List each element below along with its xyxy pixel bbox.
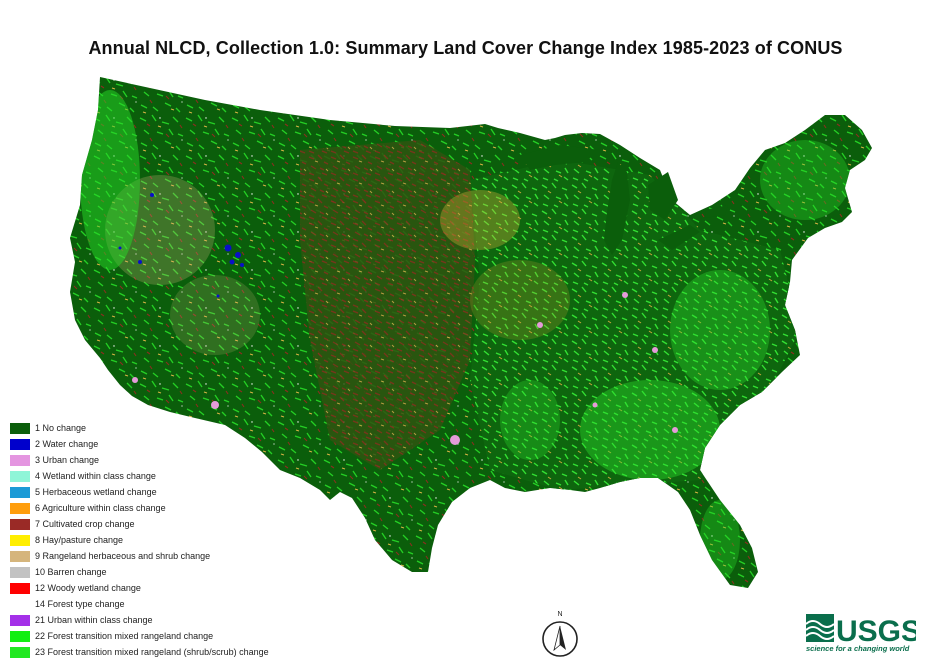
legend-item: 10 Barren change (10, 564, 310, 580)
legend-item: 12 Woody wetland change (10, 580, 310, 596)
lake-michigan (604, 162, 630, 255)
map-title: Annual NLCD, Collection 1.0: Summary Lan… (88, 38, 843, 58)
legend-swatch (10, 438, 30, 450)
legend-item: 23 Forest transition mixed rangeland (sh… (10, 644, 310, 660)
legend-item: 3 Urban change (10, 452, 310, 468)
legend-item: 14 Forest type change (10, 596, 310, 612)
lake-superior (520, 145, 600, 170)
legend-item: 4 Wetland within class change (10, 468, 310, 484)
legend-label: 8 Hay/pasture change (35, 535, 124, 545)
legend-label: 3 Urban change (35, 455, 100, 465)
legend-swatch (10, 518, 30, 530)
usgs-logo: USGS science for a changing world (805, 612, 921, 656)
legend-item: 9 Rangeland herbaceous and shrub change (10, 548, 310, 564)
north-arrow-icon (542, 621, 578, 657)
legend-item: 1 No change (10, 420, 310, 436)
legend-label: 2 Water change (35, 439, 99, 449)
legend-item: 6 Agriculture within class change (10, 500, 310, 516)
legend-label: 23 Forest transition mixed rangeland (sh… (35, 647, 269, 657)
legend-swatch (10, 630, 30, 642)
legend-label: 14 Forest type change (35, 599, 125, 609)
legend-label: 5 Herbaceous wetland change (35, 487, 157, 497)
legend-swatch (10, 582, 30, 594)
legend-swatch (10, 502, 30, 514)
legend-swatch (10, 454, 30, 466)
legend-label: 22 Forest transition mixed rangeland cha… (35, 631, 214, 641)
legend-swatch (10, 566, 30, 578)
legend-swatch (10, 550, 30, 562)
legend-swatch (10, 646, 30, 658)
legend-item: 7 Cultivated crop change (10, 516, 310, 532)
legend-label: 6 Agriculture within class change (35, 503, 166, 513)
north-label: N (557, 611, 563, 618)
legend-item: 22 Forest transition mixed rangeland cha… (10, 628, 310, 644)
legend-item: 5 Herbaceous wetland change (10, 484, 310, 500)
legend-label: 10 Barren change (35, 567, 107, 577)
legend-swatch (10, 470, 30, 482)
legend-label: 12 Woody wetland change (35, 583, 141, 593)
map-legend: 1 No change 2 Water change 3 Urban chang… (10, 420, 310, 660)
lake-erie (658, 225, 700, 250)
legend-label: 21 Urban within class change (35, 615, 153, 625)
legend-swatch (10, 422, 30, 434)
legend-item: 2 Water change (10, 436, 310, 452)
legend-label: 7 Cultivated crop change (35, 519, 135, 529)
usgs-tagline: science for a changing world (806, 644, 910, 653)
legend-label: 9 Rangeland herbaceous and shrub change (35, 551, 211, 561)
lake-ontario (705, 205, 728, 218)
legend-label: 4 Wetland within class change (35, 471, 156, 481)
lake-huron (648, 172, 678, 220)
usgs-logo-mark: USGS (805, 614, 921, 648)
north-arrow: N (538, 611, 582, 659)
legend-item: 8 Hay/pasture change (10, 532, 310, 548)
legend-swatch (10, 614, 30, 626)
legend-swatch (10, 598, 30, 610)
legend-item: 21 Urban within class change (10, 612, 310, 628)
usgs-wordmark: USGS (836, 615, 916, 646)
legend-swatch (10, 486, 30, 498)
legend-label: 1 No change (35, 423, 87, 433)
legend-swatch (10, 534, 30, 546)
